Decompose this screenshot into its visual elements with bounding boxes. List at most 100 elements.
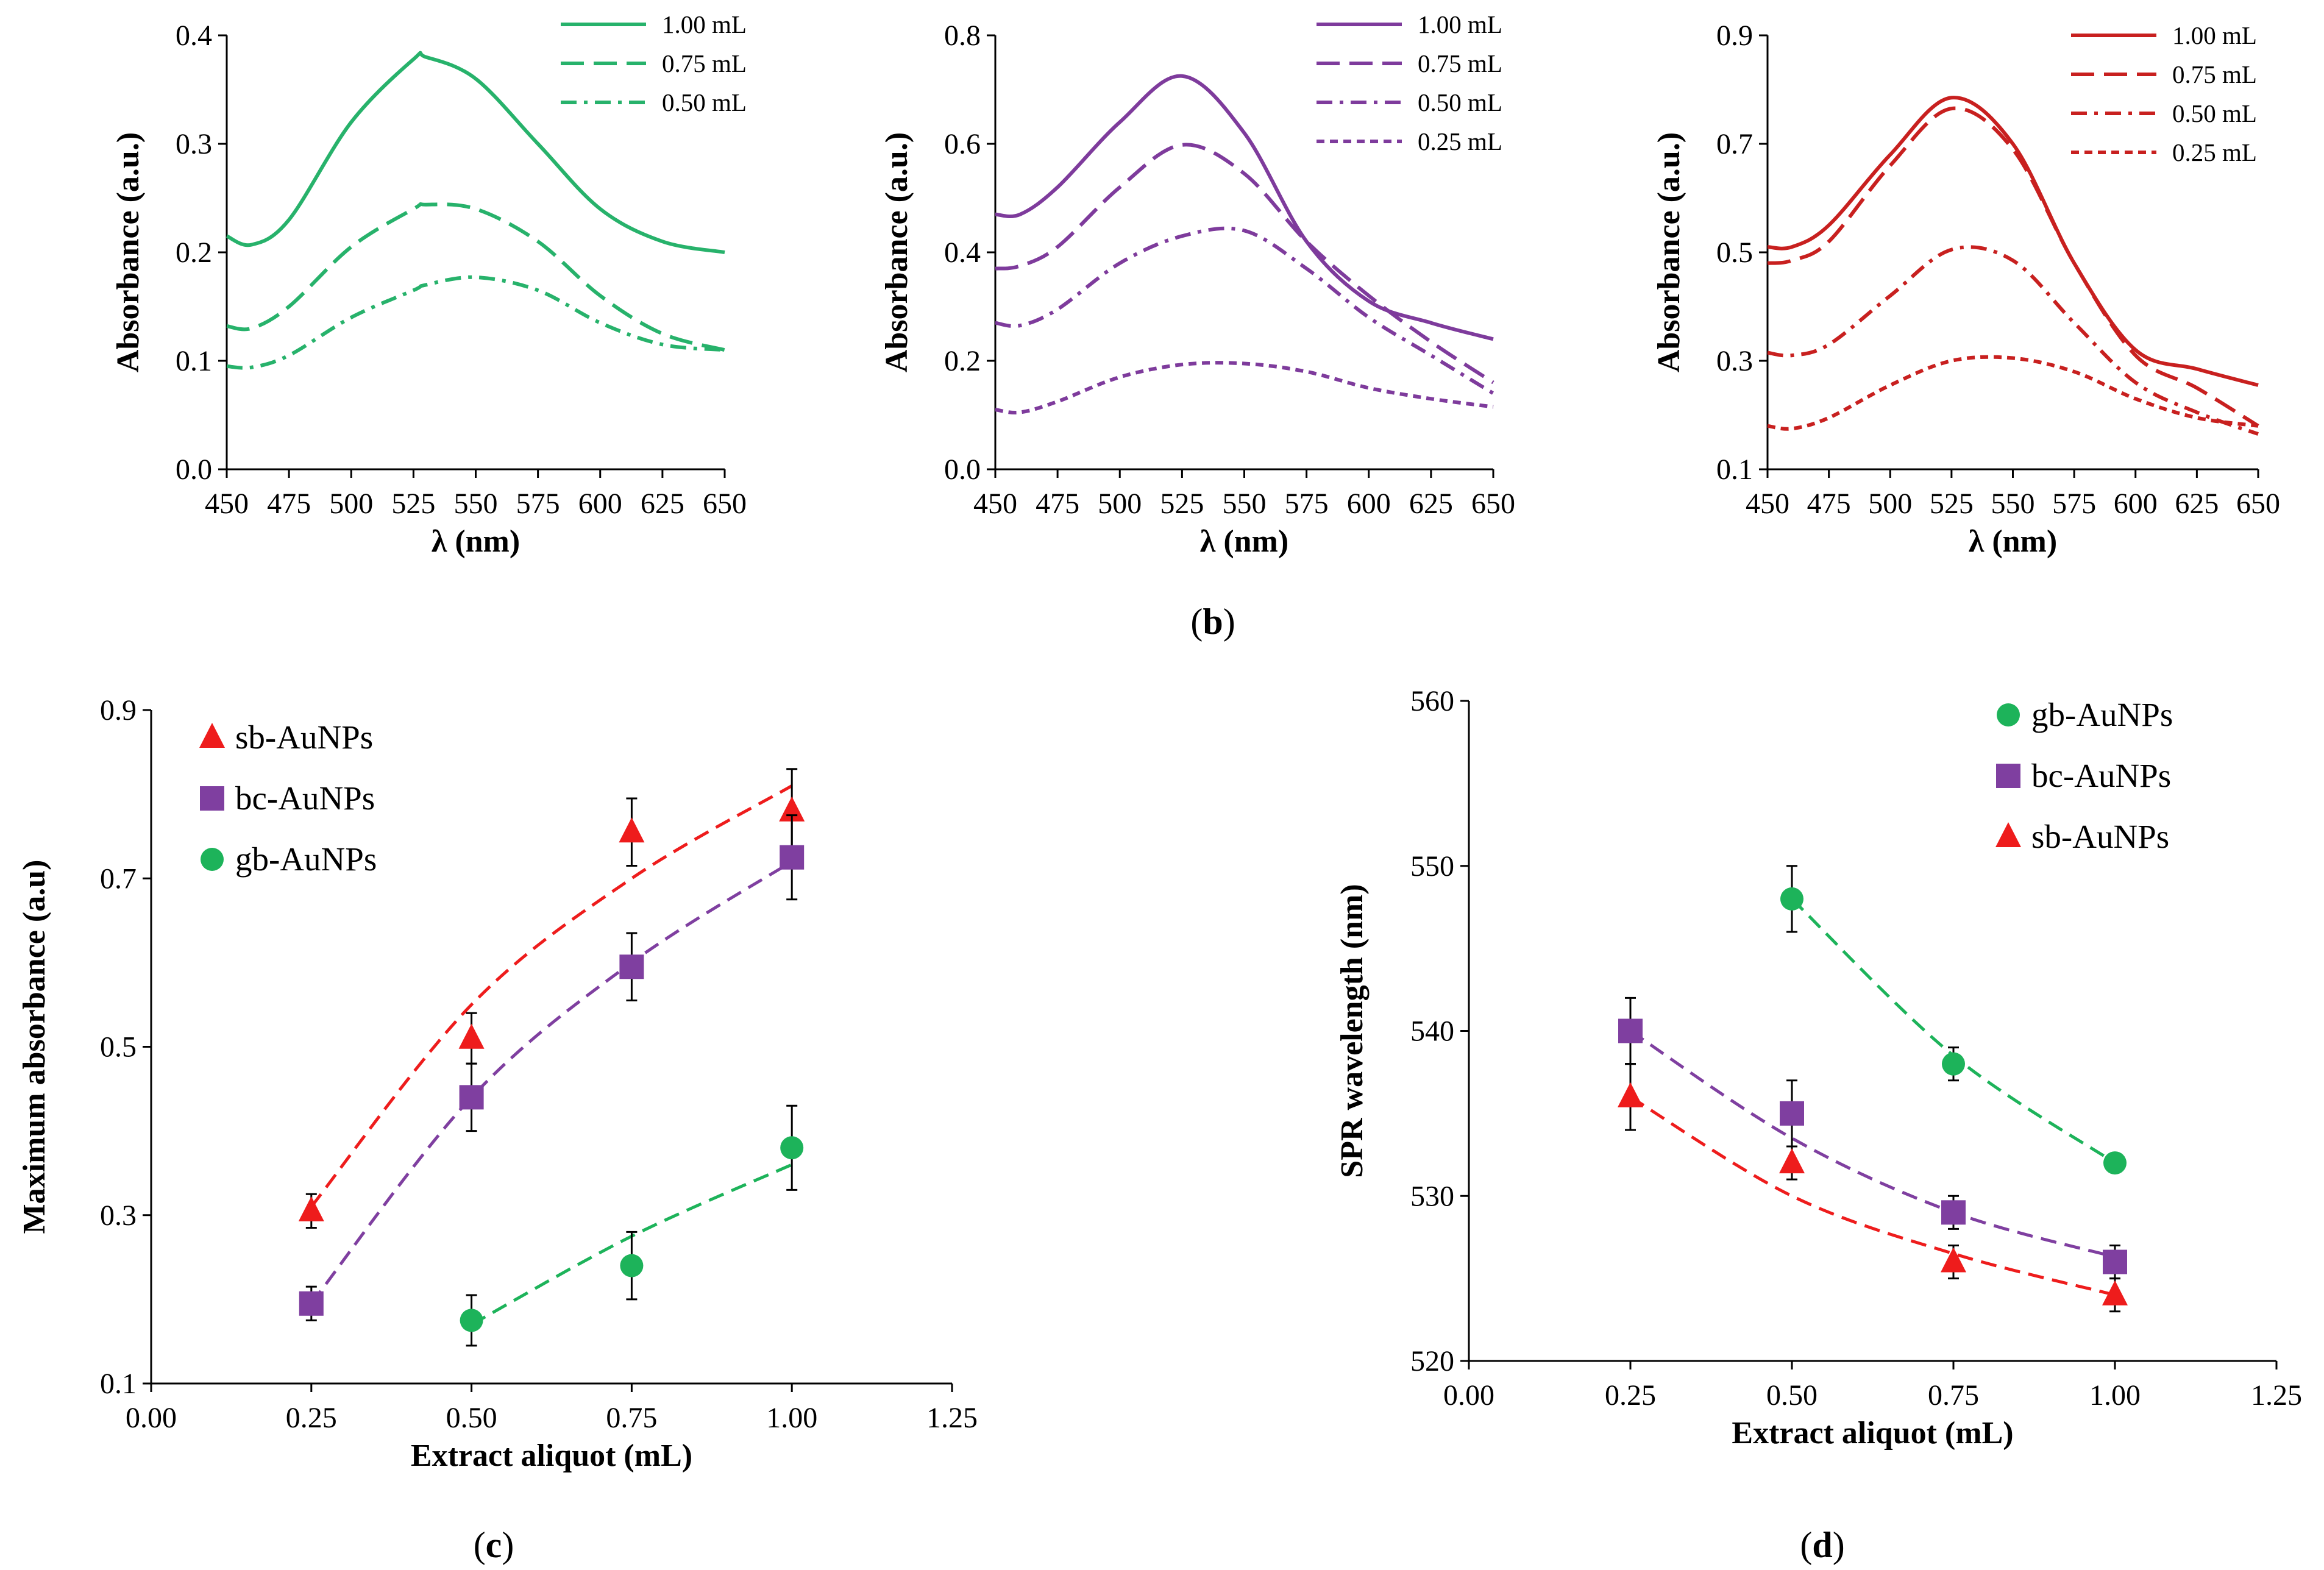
- y-tick-label: 0.0: [944, 453, 981, 486]
- legend-label: 1.00 mL: [662, 10, 747, 38]
- legend-label: 0.25 mL: [1418, 127, 1502, 155]
- legend-marker: [1996, 764, 2020, 788]
- legend-label: 0.50 mL: [1418, 88, 1502, 116]
- legend-label: 0.75 mL: [1418, 49, 1502, 77]
- x-tick-label: 1.25: [2251, 1379, 2302, 1412]
- x-tick-label: 475: [1036, 488, 1079, 520]
- y-tick-label: 0.5: [100, 1031, 137, 1064]
- x-tick-label: 500: [329, 488, 373, 520]
- y-tick-label: 0.7: [100, 862, 137, 895]
- y-tick-label: 0.4: [176, 20, 212, 52]
- chart-b2-spectra-purple: 0.0 0.2 0.4 0.6 0.8 450 475 500 525 550 575 600 625 6…: [879, 10, 1515, 559]
- panel-label-b: (b): [1190, 602, 1235, 642]
- x-tick-label: 550: [454, 488, 498, 520]
- x-tick-label: 600: [1347, 488, 1391, 520]
- x-tick-label: 0.25: [286, 1402, 337, 1434]
- trend-line-bc-AuNPs: [310, 860, 793, 1305]
- x-tick-label: 475: [267, 488, 311, 520]
- x-tick-label: 550: [1991, 488, 2035, 520]
- x-tick-label: 650: [703, 488, 747, 520]
- x-tick-label: 0.50: [446, 1402, 497, 1434]
- legend-label: 0.50 mL: [2172, 99, 2257, 127]
- y-tick-label: 560: [1410, 685, 1454, 717]
- series-line-1-00-mL: [226, 51, 725, 254]
- panel-label-c: (c): [474, 1525, 514, 1565]
- x-tick-label: 0.00: [126, 1402, 177, 1434]
- data-point-sb-AuNPs: [458, 1023, 485, 1049]
- x-tick-label: 600: [2114, 488, 2158, 520]
- y-tick-label: 0.0: [176, 453, 212, 486]
- y-tick-label: 0.2: [176, 236, 212, 269]
- data-point-gb-AuNPs: [2103, 1151, 2127, 1175]
- data-point-sb-AuNPs: [619, 817, 645, 843]
- x-tick-label: 550: [1223, 488, 1267, 520]
- y-tick-label: 0.3: [1716, 345, 1753, 377]
- legend-label: gb-AuNPs: [2031, 696, 2173, 733]
- y-tick-label: 0.2: [944, 345, 981, 377]
- x-tick-label: 650: [1471, 488, 1515, 520]
- series-line-0-50-mL: [1767, 245, 2259, 436]
- legend-label: 0.25 mL: [2172, 138, 2257, 166]
- series-line-0-50-mL: [226, 275, 725, 370]
- series-line-1-00-mL: [1767, 96, 2259, 387]
- trend-line-bc-AuNPs: [1629, 1029, 2116, 1259]
- x-tick-label: 1.25: [926, 1402, 978, 1434]
- trend-line-sb-AuNPs: [310, 784, 793, 1208]
- data-point-gb-AuNPs: [1942, 1052, 1965, 1076]
- legend-label: 1.00 mL: [2172, 21, 2257, 49]
- x-tick-label: 575: [1285, 488, 1329, 520]
- legend-marker: [1997, 703, 2020, 726]
- data-point-gb-AuNPs: [620, 1254, 644, 1277]
- x-tick-label: 450: [1746, 488, 1789, 520]
- x-tick-label: 625: [1409, 488, 1453, 520]
- x-tick-label: 450: [973, 488, 1017, 520]
- y-tick-label: 0.5: [1716, 236, 1753, 269]
- x-tick-label: 625: [641, 488, 684, 520]
- series-line-1-00-mL: [995, 74, 1494, 341]
- y-tick-label: 0.4: [944, 236, 981, 269]
- y-tick-label: 0.9: [100, 694, 137, 726]
- data-point-sb-AuNPs: [298, 1196, 324, 1221]
- y-tick-label: 0.9: [1716, 20, 1753, 52]
- data-point-sb-AuNPs: [2102, 1280, 2128, 1305]
- legend-label: bc-AuNPs: [235, 780, 375, 817]
- chart-b3-spectra-red: 0.1 0.3 0.5 0.7 0.9 450 475 500 525 550 575 600 625 6…: [1652, 20, 2280, 559]
- x-tick-label: 0.50: [1766, 1379, 1818, 1412]
- y-axis-label: Absorbance (a.u.): [111, 132, 146, 372]
- x-tick-label: 0.00: [1443, 1379, 1494, 1412]
- x-tick-label: 0.25: [1605, 1379, 1656, 1412]
- x-tick-label: 525: [1160, 488, 1204, 520]
- data-point-gb-AuNPs: [460, 1309, 483, 1332]
- y-tick-label: 0.8: [944, 20, 981, 52]
- series-line-0-50-mL: [995, 226, 1494, 395]
- legend-marker: [200, 786, 224, 811]
- y-tick-label: 540: [1410, 1015, 1454, 1048]
- x-tick-label: 450: [205, 488, 249, 520]
- x-tick-label: 650: [2236, 488, 2280, 520]
- y-tick-label: 0.1: [100, 1368, 137, 1400]
- x-tick-label: 575: [2052, 488, 2096, 520]
- data-point-gb-AuNPs: [780, 1136, 804, 1160]
- data-point-bc-AuNPs: [780, 845, 805, 870]
- series-line-0-75-mL: [1767, 106, 2259, 428]
- x-tick-label: 475: [1807, 488, 1851, 520]
- x-tick-label: 1.00: [766, 1402, 817, 1434]
- data-point-sb-AuNPs: [1779, 1148, 1805, 1174]
- y-tick-label: 0.1: [176, 345, 212, 377]
- y-tick-label: 530: [1410, 1180, 1454, 1212]
- data-point-gb-AuNPs: [1780, 887, 1803, 911]
- x-tick-label: 1.00: [2089, 1379, 2141, 1412]
- x-tick-label: 500: [1098, 488, 1142, 520]
- x-tick-label: 525: [391, 488, 435, 520]
- legend-label: sb-AuNPs: [235, 719, 373, 756]
- y-axis-label: Absorbance (a.u.): [1652, 132, 1686, 372]
- legend-label: sb-AuNPs: [2031, 818, 2169, 855]
- panel-label-d: (d): [1800, 1525, 1844, 1565]
- y-tick-label: 0.7: [1716, 128, 1753, 160]
- legend-label: bc-AuNPs: [2031, 757, 2171, 794]
- data-point-bc-AuNPs: [299, 1291, 324, 1316]
- x-tick-label: 600: [578, 488, 622, 520]
- trend-line-sb-AuNPs: [1629, 1095, 2116, 1297]
- legend-marker: [201, 848, 224, 871]
- x-tick-label: 0.75: [606, 1402, 657, 1434]
